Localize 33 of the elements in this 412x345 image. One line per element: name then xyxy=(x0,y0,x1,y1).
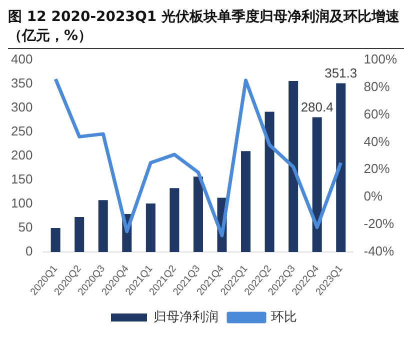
chart-title: 图 12 2020-2023Q1 光伏板块单季度归母净利润及环比增速（亿元，%） xyxy=(8,8,404,49)
y-tick-label: 50 xyxy=(18,220,33,235)
y2-tick-label: 100% xyxy=(364,51,398,66)
y-tick-label: 250 xyxy=(10,123,33,138)
bar xyxy=(336,83,346,252)
y2-tick-label: 0% xyxy=(364,188,383,204)
bar xyxy=(98,200,108,252)
bar xyxy=(264,112,274,252)
y-tick-label: 300 xyxy=(10,99,33,114)
bar xyxy=(312,117,322,252)
bar xyxy=(74,216,84,252)
bar xyxy=(50,228,60,252)
y2-tick-label: 20% xyxy=(364,161,390,176)
y-tick-label: 100 xyxy=(10,196,33,211)
y2-tick-label: 80% xyxy=(364,78,390,94)
data-label: 351.3 xyxy=(324,65,358,80)
y-tick-label: 0 xyxy=(25,244,33,259)
bar xyxy=(193,176,203,252)
y2-tick-label: 60% xyxy=(364,106,390,122)
data-label: 280.4 xyxy=(300,99,334,114)
bar xyxy=(241,151,251,252)
legend-label: 归母净利润 xyxy=(154,310,218,325)
legend-label: 环比 xyxy=(271,310,297,325)
bar xyxy=(170,188,180,252)
y2-tick-label: 40% xyxy=(364,134,390,149)
bar xyxy=(288,80,298,252)
y-tick-label: 200 xyxy=(10,147,33,162)
y-tick-label: 400 xyxy=(10,51,33,66)
bar xyxy=(146,203,156,252)
y-tick-label: 350 xyxy=(10,75,33,90)
y2-tick-label: -20% xyxy=(364,216,395,232)
y-tick-label: 150 xyxy=(10,172,33,187)
y2-tick-label: -40% xyxy=(364,244,395,259)
